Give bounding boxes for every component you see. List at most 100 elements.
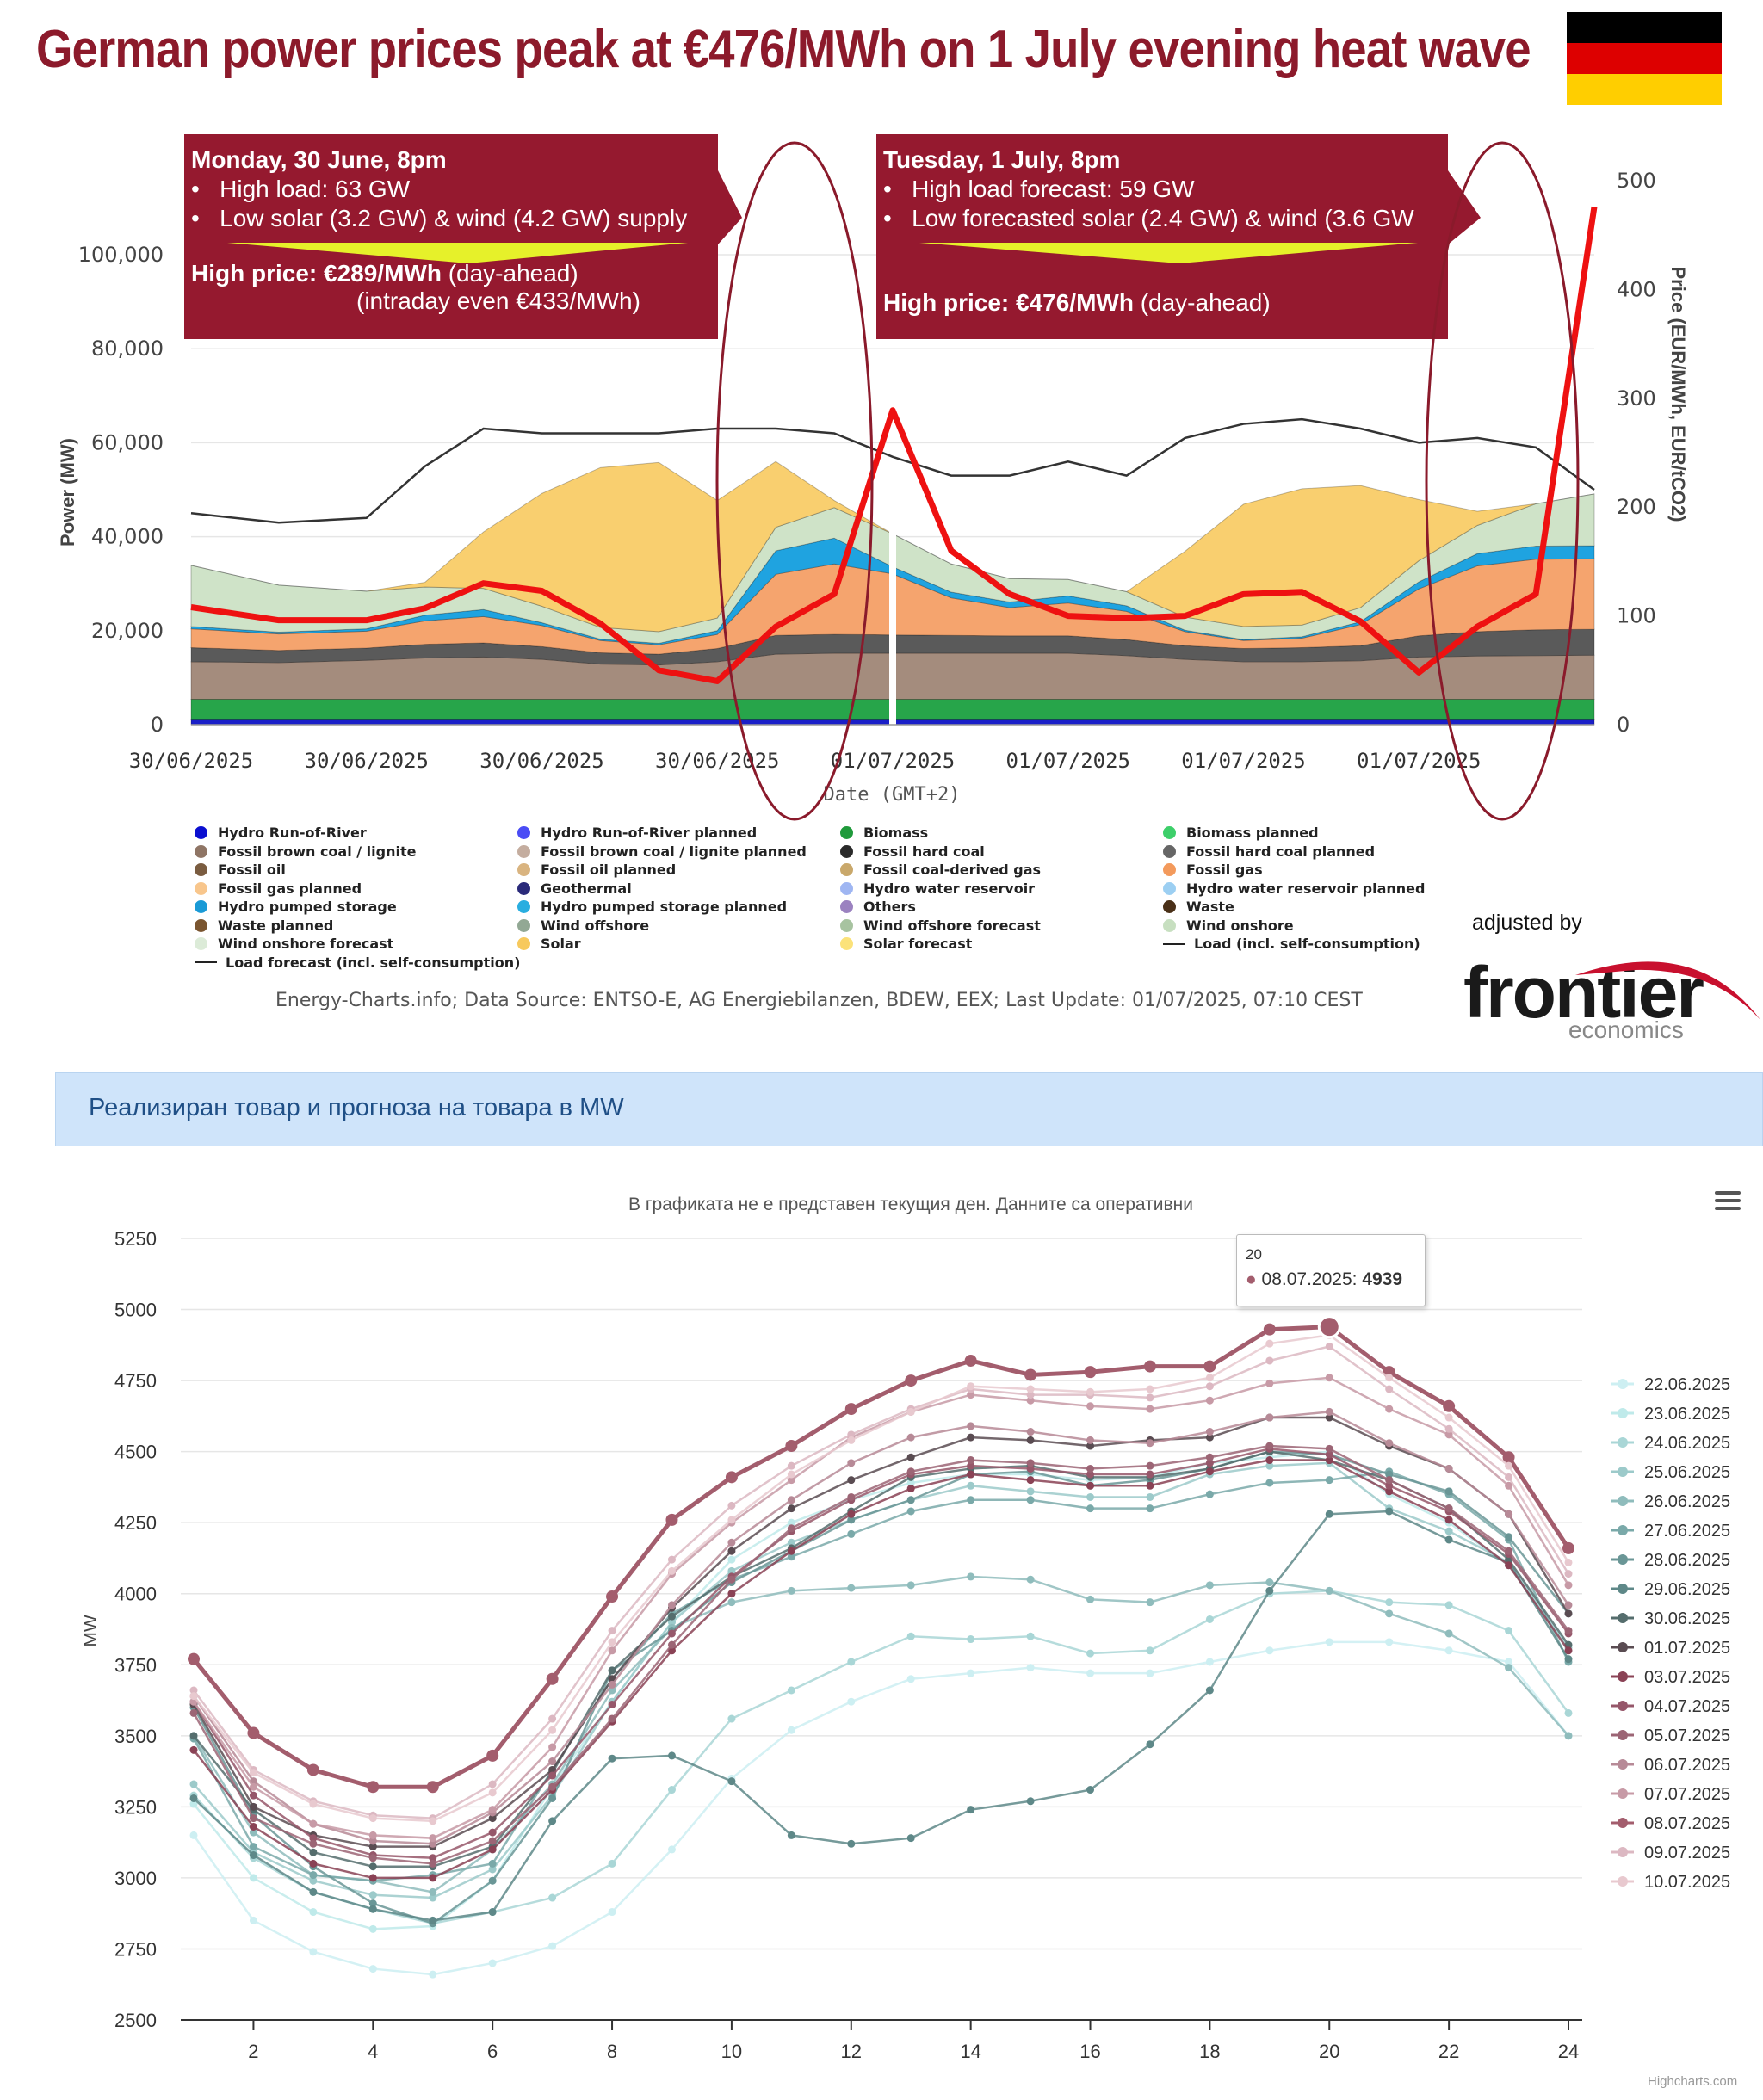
legend-dot-icon xyxy=(1163,881,1176,895)
data-point xyxy=(1505,1561,1513,1570)
data-point xyxy=(1444,1535,1453,1544)
legend-item[interactable]: Load (incl. self-consumption) xyxy=(1163,936,1420,952)
legend-item[interactable]: Wind onshore xyxy=(1163,917,1294,934)
callout-box xyxy=(184,134,742,339)
legend-item[interactable]: Hydro water reservoir xyxy=(840,880,1035,897)
legend-item[interactable]: Fossil oil planned xyxy=(517,862,676,878)
legend-label: 24.06.2025 xyxy=(1644,1434,1730,1453)
data-point xyxy=(667,1601,676,1609)
legend-dot-icon xyxy=(1163,826,1176,839)
legend-dot-icon xyxy=(195,844,207,858)
data-point xyxy=(1385,1405,1394,1413)
x-tick-label: 01/07/2025 xyxy=(1181,749,1306,773)
data-point xyxy=(906,1407,915,1416)
highcharts-credit[interactable]: Highcharts.com xyxy=(1648,2074,1738,2089)
x-tick-label: 12 xyxy=(841,2041,862,2062)
legend-item[interactable]: Wind offshore xyxy=(517,917,649,934)
data-point xyxy=(608,1859,616,1868)
legend-label: 06.07.2025 xyxy=(1644,1756,1730,1775)
callout-1-bullet: • High load: 63 GW xyxy=(191,176,411,202)
tooltip-value: ● 08.07.2025: 4939 xyxy=(1246,1269,1403,1289)
data-point xyxy=(368,1854,377,1862)
data-point xyxy=(368,1843,377,1851)
data-point xyxy=(967,1806,975,1814)
legend-label: Wind onshore forecast xyxy=(218,936,394,952)
legend-item[interactable]: Solar xyxy=(517,936,581,952)
data-point xyxy=(309,1887,318,1896)
legend-item[interactable]: Hydro pumped storage xyxy=(195,899,397,915)
data-point xyxy=(488,1828,497,1837)
price-line xyxy=(190,206,1598,684)
legend-item[interactable]: Wind offshore forecast xyxy=(840,917,1041,934)
data-point xyxy=(1026,1797,1035,1806)
legend-item[interactable]: Fossil hard coal xyxy=(840,843,985,860)
legend-item[interactable]: Wind onshore forecast xyxy=(195,936,393,952)
data-point xyxy=(847,1658,856,1666)
legend-item[interactable]: Waste planned xyxy=(195,917,333,934)
legend-item[interactable]: Hydro Run-of-River xyxy=(195,825,367,841)
legend-item[interactable]: Fossil gas planned xyxy=(195,880,362,897)
y-tick-label: 3500 xyxy=(114,1726,157,1747)
y-tick-label: 100,000 xyxy=(78,243,164,267)
data-point xyxy=(247,1726,260,1739)
legend-item[interactable]: Biomass planned xyxy=(1163,825,1319,841)
data-point xyxy=(1325,1638,1333,1646)
legend-dot-icon xyxy=(517,937,530,950)
data-point xyxy=(667,1751,676,1760)
data-point xyxy=(249,1822,257,1831)
data-point xyxy=(1265,1646,1274,1655)
data-point xyxy=(1385,1507,1394,1516)
data-point xyxy=(1146,1470,1154,1479)
data-point xyxy=(488,1845,497,1854)
chart-menu-button[interactable] xyxy=(1715,1191,1741,1214)
legend-label: Hydro pumped storage xyxy=(218,899,397,915)
data-point xyxy=(1265,1586,1274,1595)
legend-item[interactable]: Fossil oil xyxy=(195,862,286,878)
legend-label: 22.06.2025 xyxy=(1644,1375,1730,1394)
y-tick-label: 2500 xyxy=(114,2010,157,2031)
data-point xyxy=(1265,1379,1274,1387)
data-point xyxy=(1444,1464,1453,1473)
legend-item[interactable]: Hydro Run-of-River planned xyxy=(517,825,757,841)
legend-item[interactable]: Others xyxy=(840,899,916,915)
data-point xyxy=(1086,1402,1095,1411)
legend-label: Waste xyxy=(1186,899,1234,915)
legend-item[interactable]: Geothermal xyxy=(517,880,632,897)
legend-label: Waste planned xyxy=(218,917,334,934)
data-point xyxy=(249,1769,257,1777)
data-point xyxy=(1325,1407,1333,1416)
legend-item[interactable]: Fossil gas xyxy=(1163,862,1263,878)
data-point xyxy=(1385,1439,1394,1448)
legend-label: 10.07.2025 xyxy=(1644,1873,1730,1892)
data-point xyxy=(548,1757,557,1766)
legend-item[interactable]: Fossil brown coal / lignite xyxy=(195,843,416,860)
data-point xyxy=(1205,1615,1214,1623)
data-point xyxy=(1086,1669,1095,1677)
legend-item[interactable]: Load forecast (incl. self-consumption) xyxy=(195,954,520,971)
legend-item[interactable]: Waste xyxy=(1163,899,1234,915)
legend-dot-icon xyxy=(1163,900,1176,913)
data-point xyxy=(787,1461,795,1470)
data-point xyxy=(727,1590,736,1598)
legend-label: Hydro water reservoir xyxy=(863,880,1036,897)
data-point xyxy=(488,1814,497,1823)
data-point xyxy=(309,1800,318,1808)
data-point xyxy=(548,1817,557,1825)
data-point xyxy=(847,1839,856,1848)
data-point xyxy=(488,1865,497,1874)
legend-item[interactable]: Fossil coal-derived gas xyxy=(840,862,1041,878)
legend-item[interactable]: Hydro water reservoir planned xyxy=(1163,880,1425,897)
legend-item[interactable]: Biomass xyxy=(840,825,928,841)
legend-dot-icon xyxy=(1163,863,1176,876)
data-point xyxy=(1026,1385,1035,1393)
legend-item[interactable]: Hydro pumped storage planned xyxy=(517,899,787,915)
legend-item[interactable]: Solar forecast xyxy=(840,936,972,952)
data-point xyxy=(608,1908,616,1917)
data-point xyxy=(1385,1481,1394,1490)
legend-item[interactable]: Fossil brown coal / lignite planned xyxy=(517,843,807,860)
legend-label: Hydro Run-of-River planned xyxy=(541,825,758,841)
data-point xyxy=(608,1627,616,1635)
data-point xyxy=(249,1828,257,1837)
y2-axis-label: Price (EUR/MWh, EUR/tCO2) xyxy=(1667,266,1689,522)
legend-item[interactable]: Fossil hard coal planned xyxy=(1163,843,1375,860)
